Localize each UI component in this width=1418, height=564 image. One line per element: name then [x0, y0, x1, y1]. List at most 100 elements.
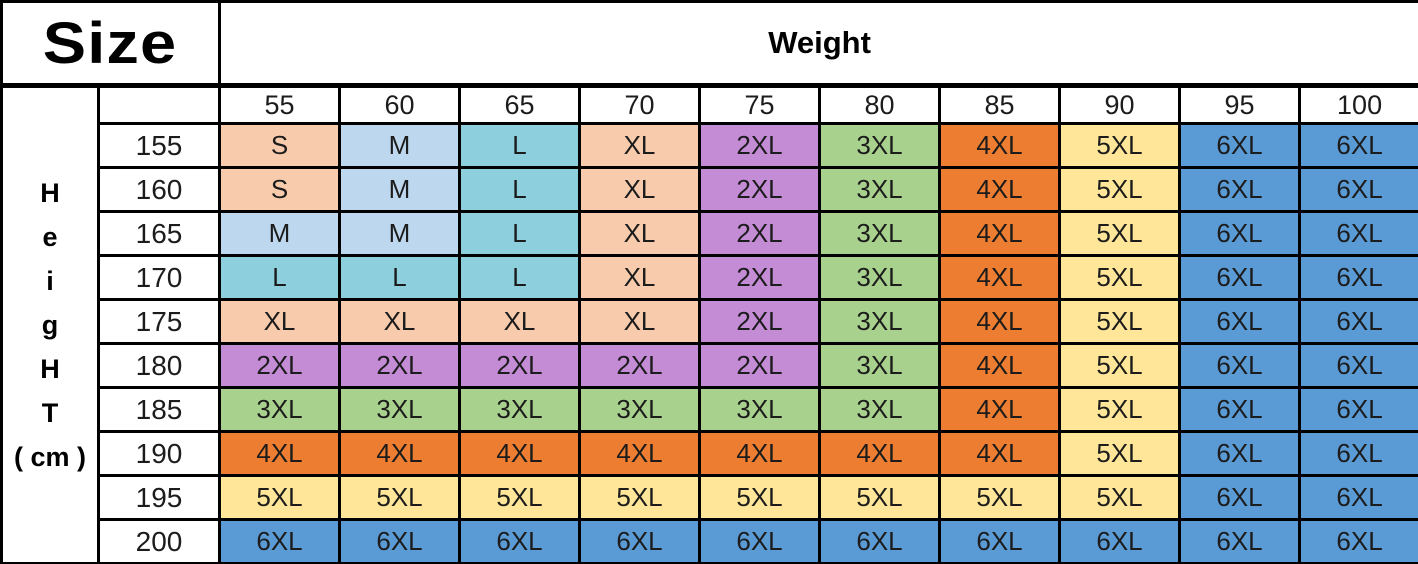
- size-cell-h170-w95: 6XL: [1178, 254, 1301, 301]
- height-label-155: 155: [97, 122, 221, 169]
- size-cell-h160-w55: S: [218, 166, 341, 213]
- size-cell-h180-w75: 2XL: [698, 342, 821, 389]
- size-cell-h155-w55: S: [218, 122, 341, 169]
- size-cell-h155-w70: XL: [578, 122, 701, 169]
- size-cell-h190-w90: 5XL: [1058, 430, 1181, 477]
- size-cell-h185-w90: 5XL: [1058, 386, 1181, 433]
- height-label-170: 170: [97, 254, 221, 301]
- size-cell-h190-w75: 4XL: [698, 430, 821, 477]
- size-cell-h185-w85: 4XL: [938, 386, 1061, 433]
- height-label-160: 160: [97, 166, 221, 213]
- size-cell-h180-w95: 6XL: [1178, 342, 1301, 389]
- size-cell-h155-w85: 4XL: [938, 122, 1061, 169]
- weight-header-55: 55: [218, 84, 341, 125]
- size-cell-h185-w55: 3XL: [218, 386, 341, 433]
- size-cell-h175-w65: XL: [458, 298, 581, 345]
- size-cell-h165-w95: 6XL: [1178, 210, 1301, 257]
- height-axis-letter: g: [41, 310, 59, 340]
- height-label-165: 165: [97, 210, 221, 257]
- weight-header-65: 65: [458, 84, 581, 125]
- size-cell-h200-w90: 6XL: [1058, 518, 1181, 564]
- weight-header-90: 90: [1058, 84, 1181, 125]
- size-cell-h165-w55: M: [218, 210, 341, 257]
- size-cell-h195-w75: 5XL: [698, 474, 821, 521]
- size-cell-h170-w55: L: [218, 254, 341, 301]
- size-cell-h185-w100: 6XL: [1297, 386, 1418, 433]
- size-cell-h165-w70: XL: [578, 210, 701, 257]
- weight-header-75: 75: [698, 84, 821, 125]
- size-title: Size: [0, 0, 221, 88]
- size-cell-h190-w100: 6XL: [1297, 430, 1418, 477]
- height-label-195: 195: [97, 474, 221, 521]
- size-cell-h155-w65: L: [458, 122, 581, 169]
- height-row-200: 200 6XL 6XL 6XL 6XL 6XL 6XL 6XL 6XL 6XL 6XL: [2, 518, 1418, 564]
- size-cell-h180-w100: 6XL: [1297, 342, 1418, 389]
- size-cell-h190-w70: 4XL: [578, 430, 701, 477]
- size-cell-h185-w95: 6XL: [1178, 386, 1301, 433]
- weight-header-80: 80: [818, 84, 941, 125]
- size-cell-h185-w80: 3XL: [818, 386, 941, 433]
- size-cell-h180-w60: 2XL: [338, 342, 461, 389]
- size-cell-h180-w85: 4XL: [938, 342, 1061, 389]
- size-cell-h175-w70: XL: [578, 298, 701, 345]
- size-cell-h195-w80: 5XL: [818, 474, 941, 521]
- size-cell-h160-w100: 6XL: [1297, 166, 1418, 213]
- size-cell-h170-w80: 3XL: [818, 254, 941, 301]
- size-cell-h195-w100: 6XL: [1297, 474, 1418, 521]
- size-cell-h160-w70: XL: [578, 166, 701, 213]
- size-cell-h170-w70: XL: [578, 254, 701, 301]
- weight-header-85: 85: [938, 84, 1061, 125]
- height-axis-letter: e: [42, 222, 58, 252]
- size-cell-h180-w55: 2XL: [218, 342, 341, 389]
- size-cell-h185-w65: 3XL: [458, 386, 581, 433]
- weight-header-70: 70: [578, 84, 701, 125]
- size-cell-h190-w55: 4XL: [218, 430, 341, 477]
- size-cell-h200-w95: 6XL: [1178, 518, 1301, 564]
- size-cell-h175-w80: 3XL: [818, 298, 941, 345]
- size-cell-h185-w60: 3XL: [338, 386, 461, 433]
- height-axis-letter: H: [40, 178, 60, 208]
- size-cell-h155-w60: M: [338, 122, 461, 169]
- size-cell-h195-w60: 5XL: [338, 474, 461, 521]
- size-cell-h170-w65: L: [458, 254, 581, 301]
- height-row-175: 175 XL XL XL XL 2XL 3XL 4XL 5XL 6XL 6XL: [2, 298, 1418, 345]
- size-cell-h195-w85: 5XL: [938, 474, 1061, 521]
- size-cell-h165-w75: 2XL: [698, 210, 821, 257]
- size-cell-h165-w90: 5XL: [1058, 210, 1181, 257]
- size-cell-h190-w85: 4XL: [938, 430, 1061, 477]
- size-cell-h195-w55: 5XL: [218, 474, 341, 521]
- size-cell-h180-w90: 5XL: [1058, 342, 1181, 389]
- size-cell-h155-w80: 3XL: [818, 122, 941, 169]
- height-row-155: 155 S M L XL 2XL 3XL 4XL 5XL 6XL 6XL: [2, 122, 1418, 169]
- height-label-185: 185: [97, 386, 221, 433]
- size-cell-h190-w60: 4XL: [338, 430, 461, 477]
- height-row-165: 165 M M L XL 2XL 3XL 4XL 5XL 6XL 6XL: [2, 210, 1418, 257]
- height-label-180: 180: [97, 342, 221, 389]
- size-cell-h165-w100: 6XL: [1297, 210, 1418, 257]
- height-row-160: 160 S M L XL 2XL 3XL 4XL 5XL 6XL 6XL: [2, 166, 1418, 213]
- size-cell-h170-w60: L: [338, 254, 461, 301]
- weight-header-60: 60: [338, 84, 461, 125]
- blank-corner-cell: [97, 84, 221, 125]
- size-cell-h200-w100: 6XL: [1297, 518, 1418, 564]
- size-cell-h165-w85: 4XL: [938, 210, 1061, 257]
- size-cell-h160-w75: 2XL: [698, 166, 821, 213]
- size-cell-h160-w85: 4XL: [938, 166, 1061, 213]
- height-label-200: 200: [97, 518, 221, 564]
- size-cell-h190-w80: 4XL: [818, 430, 941, 477]
- size-cell-h200-w60: 6XL: [338, 518, 461, 564]
- size-cell-h155-w100: 6XL: [1297, 122, 1418, 169]
- size-cell-h160-w95: 6XL: [1178, 166, 1301, 213]
- size-cell-h175-w100: 6XL: [1297, 298, 1418, 345]
- size-cell-h160-w65: L: [458, 166, 581, 213]
- height-row-195: 195 5XL 5XL 5XL 5XL 5XL 5XL 5XL 5XL 6XL 6XL: [2, 474, 1418, 521]
- size-cell-h180-w70: 2XL: [578, 342, 701, 389]
- size-cell-h160-w80: 3XL: [818, 166, 941, 213]
- weight-title: Weight: [217, 0, 1418, 88]
- size-cell-h200-w85: 6XL: [938, 518, 1061, 564]
- size-cell-h180-w80: 3XL: [818, 342, 941, 389]
- size-cell-h185-w70: 3XL: [578, 386, 701, 433]
